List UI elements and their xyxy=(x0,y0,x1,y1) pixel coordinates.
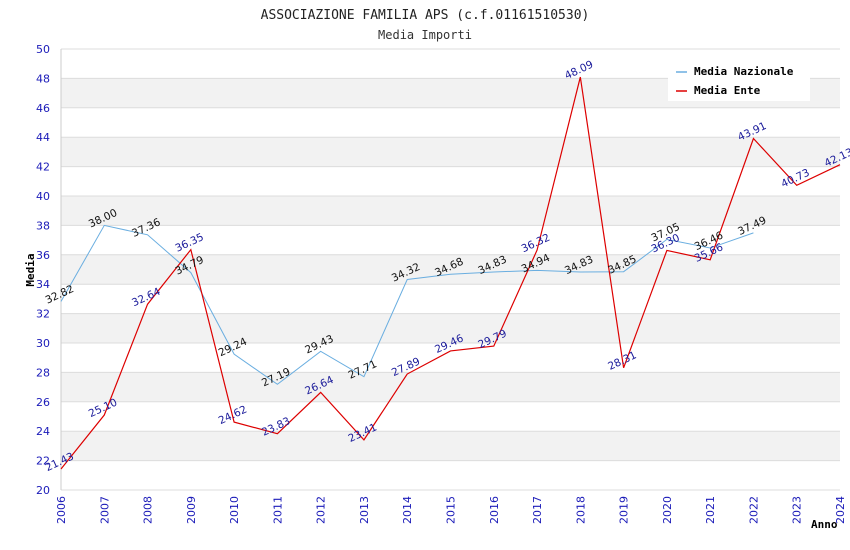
legend-label-media-ente: Media Ente xyxy=(694,84,761,97)
grid-band xyxy=(61,313,840,343)
grid-band xyxy=(61,372,840,402)
y-axis-ticks: 20 22 24 26 28 30 32 34 36 38 40 42 44 46 48 50 xyxy=(36,43,50,497)
y-tick-label: 34 xyxy=(36,278,50,291)
y-tick-label: 20 xyxy=(36,484,50,497)
grid-band xyxy=(61,196,840,226)
y-tick-label: 24 xyxy=(36,425,50,438)
y-tick-label: 50 xyxy=(36,43,50,56)
x-tick-label: 2007 xyxy=(98,496,111,524)
x-tick-label: 2016 xyxy=(488,496,501,524)
chart-title: ASSOCIAZIONE FAMILIA APS (c.f.0116151053… xyxy=(261,8,590,23)
x-tick-label: 2021 xyxy=(704,496,717,524)
x-tick-label: 2023 xyxy=(791,496,804,524)
grid-band xyxy=(61,107,840,138)
y-tick-label: 44 xyxy=(36,131,50,144)
y-tick-label: 46 xyxy=(36,102,50,115)
series-line-media-nazionale xyxy=(60,224,754,385)
x-tick-label: 2019 xyxy=(618,496,631,524)
grid-band xyxy=(61,343,840,373)
x-tick-label: 2006 xyxy=(55,496,68,524)
chart-subtitle: Media Importi xyxy=(378,28,472,42)
grid-band xyxy=(61,431,840,461)
y-tick-label: 26 xyxy=(36,396,50,409)
grid-band xyxy=(61,137,840,167)
y-axis-label: Media xyxy=(24,253,37,286)
x-tick-label: 2012 xyxy=(315,496,328,524)
x-axis-ticks: 2006 2007 2008 2009 2010 2011 2012 2013 2014 2015… xyxy=(55,496,847,524)
x-tick-label: 2008 xyxy=(142,496,155,524)
series-line-media-ente xyxy=(60,76,841,470)
x-tick-label: 2011 xyxy=(271,496,284,524)
x-tick-label: 2009 xyxy=(185,496,198,524)
legend-box xyxy=(668,60,810,101)
legend-label-media-nazionale: Media Nazionale xyxy=(694,65,794,78)
x-tick-label: 2015 xyxy=(445,496,458,524)
x-tick-label: 2013 xyxy=(358,496,371,524)
y-tick-label: 42 xyxy=(36,161,50,174)
x-tick-label: 2022 xyxy=(747,496,760,524)
grid-band xyxy=(61,284,840,314)
legend: Media Nazionale Media Ente xyxy=(668,60,810,101)
y-tick-label: 38 xyxy=(36,219,50,232)
x-tick-label: 2024 xyxy=(834,496,847,524)
y-tick-label: 40 xyxy=(36,190,50,203)
y-tick-label: 48 xyxy=(36,72,50,85)
series-group xyxy=(60,76,841,470)
grid-band xyxy=(61,460,840,490)
x-tick-label: 2020 xyxy=(661,496,674,524)
y-tick-label: 28 xyxy=(36,366,50,379)
y-tick-label: 36 xyxy=(36,249,50,262)
grid-band xyxy=(61,166,840,196)
grid-band xyxy=(61,401,840,432)
x-axis-label: Anno xyxy=(811,518,838,531)
x-tick-label: 2018 xyxy=(574,496,587,524)
y-tick-label: 22 xyxy=(36,455,50,468)
y-tick-label: 32 xyxy=(36,308,50,321)
x-tick-label: 2017 xyxy=(531,496,544,524)
x-tick-label: 2014 xyxy=(401,496,414,524)
grid-bands xyxy=(61,49,840,490)
y-tick-label: 30 xyxy=(36,337,50,350)
x-tick-label: 2010 xyxy=(228,496,241,524)
